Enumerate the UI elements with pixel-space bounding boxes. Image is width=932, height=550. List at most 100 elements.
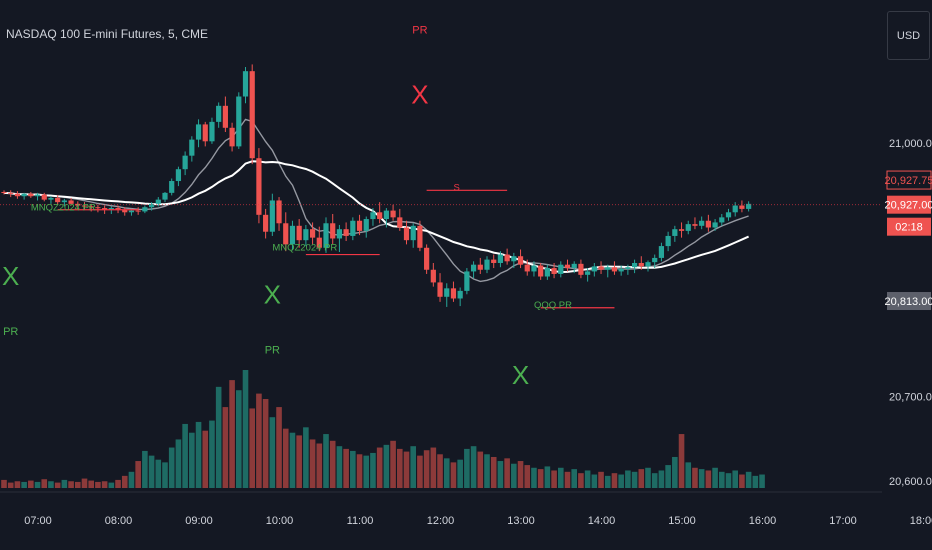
- volume-bar: [343, 448, 349, 488]
- volume-bar: [350, 450, 356, 488]
- volume-bar: [289, 432, 296, 488]
- candle-body: [88, 206, 94, 208]
- candle-body: [303, 229, 309, 241]
- candle-body: [81, 205, 88, 207]
- volume-bar: [732, 470, 739, 488]
- candle-body: [195, 124, 202, 140]
- x-tick-label: 15:00: [668, 515, 696, 527]
- candle-body: [725, 212, 732, 218]
- candle-body: [34, 194, 41, 197]
- volume-bar: [692, 467, 698, 488]
- volume-bar: [88, 480, 95, 488]
- candle-body: [14, 193, 21, 197]
- y-tick-label: 21,000.00: [889, 138, 932, 150]
- volume-bar: [34, 481, 41, 488]
- volume-bar: [336, 446, 343, 488]
- volume-bar: [128, 471, 135, 488]
- volume-bar: [484, 454, 490, 488]
- price-badge: 20,813.00: [885, 292, 932, 311]
- candle-body: [115, 208, 121, 210]
- volume-bar: [390, 440, 396, 488]
- candle-body: [464, 271, 470, 291]
- currency-button[interactable]: USD: [887, 11, 930, 60]
- x-tick-label: 09:00: [185, 515, 213, 527]
- volume-bar: [242, 370, 249, 488]
- volume-bar: [598, 471, 604, 488]
- candle-body: [102, 208, 108, 210]
- volume-bar: [215, 386, 222, 488]
- volume-bar: [739, 474, 745, 488]
- volume-bar: [672, 456, 678, 488]
- volume-bar: [68, 481, 74, 488]
- volume-bar: [383, 444, 390, 488]
- candle-body: [477, 264, 483, 270]
- volume-bar: [323, 434, 329, 488]
- x-marker-icon: X: [264, 280, 281, 310]
- candle-body: [21, 193, 27, 197]
- candle-body: [417, 225, 423, 248]
- candle-body: [148, 203, 155, 208]
- volume-bar: [531, 467, 537, 488]
- volume-bar: [316, 443, 323, 488]
- candle-body: [209, 121, 215, 142]
- volume-bar: [430, 447, 437, 488]
- candle-body: [75, 203, 81, 206]
- candle-body: [175, 169, 182, 182]
- candle-body: [746, 203, 752, 209]
- candle-body: [162, 192, 168, 200]
- x-marker-icon: X: [512, 360, 529, 390]
- volume-bar: [21, 481, 27, 488]
- symbol-title[interactable]: NASDAQ 100 E-mini Futures, 5, CME: [6, 27, 209, 41]
- candle-body: [732, 205, 738, 213]
- candle-body: [638, 262, 644, 267]
- volume-bar: [618, 474, 624, 488]
- volume-bar: [403, 451, 410, 488]
- candle-body: [719, 217, 725, 223]
- volume-bar: [658, 470, 665, 488]
- candle-body: [283, 223, 289, 245]
- volume-bar: [450, 462, 457, 488]
- volume-bar: [712, 467, 718, 488]
- candle-body: [712, 222, 718, 228]
- volume-bar: [551, 470, 557, 488]
- y-tick-label: 20,700.00: [889, 392, 932, 404]
- volume-bar: [665, 465, 671, 488]
- price-badge-box: [886, 170, 932, 190]
- candle-body: [296, 225, 302, 241]
- moving-average-line: [3, 160, 750, 274]
- candle-body: [685, 224, 691, 231]
- x-marker-icon: X: [2, 261, 19, 291]
- volume-bar: [457, 459, 463, 488]
- volume-bar: [625, 470, 631, 488]
- candle-body: [444, 288, 450, 297]
- volume-bar: [611, 473, 618, 488]
- volume-bar: [276, 407, 282, 488]
- volume-bar: [256, 393, 262, 488]
- price-badge-text: 02:18: [895, 222, 923, 234]
- volume-bar: [148, 455, 155, 488]
- volume-bar: [155, 459, 162, 488]
- x-marker-icon: X: [411, 79, 428, 109]
- price-badge: 02:18: [887, 217, 931, 236]
- candle-body: [256, 158, 262, 215]
- candle-body: [672, 229, 678, 236]
- candle-body: [692, 224, 698, 226]
- volume-bar: [745, 471, 752, 488]
- volume-bar: [7, 482, 14, 488]
- moving-average-line: [3, 118, 749, 283]
- candle-body: [618, 268, 624, 272]
- volume-bar: [54, 482, 61, 488]
- candle-body: [524, 264, 530, 272]
- volume-bar: [497, 461, 504, 488]
- candle-body: [511, 256, 517, 262]
- volume-bar: [356, 454, 363, 488]
- volume-bar: [544, 466, 551, 488]
- volume-bar: [417, 455, 423, 488]
- volume-bar: [303, 427, 309, 488]
- price-badge-box: [887, 292, 931, 311]
- price-badge-text: 20,927.75: [885, 175, 932, 187]
- candle-body: [484, 259, 490, 270]
- candle-body: [323, 223, 329, 248]
- volume-bar: [725, 473, 732, 488]
